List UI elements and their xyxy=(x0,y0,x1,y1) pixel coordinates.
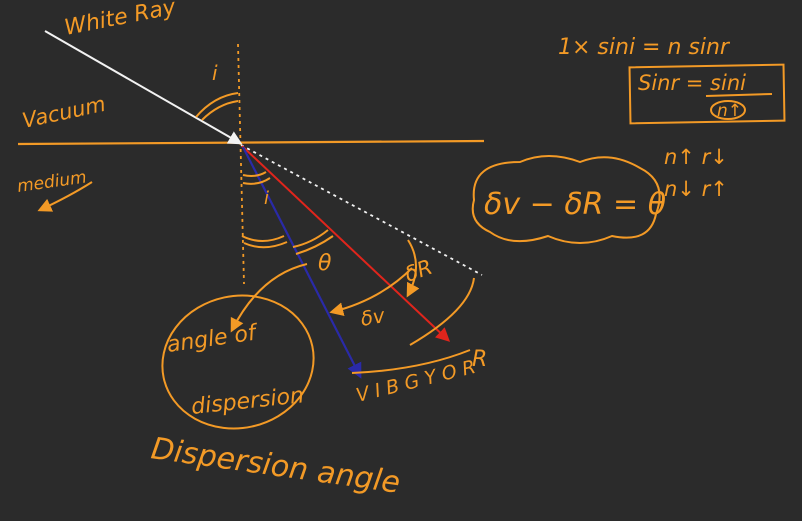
snell-equation: 1× sini = n sinr xyxy=(558,35,731,60)
angle-i-arc-top xyxy=(195,92,239,118)
angle-r-arc-large xyxy=(241,235,285,242)
trend-line-1: n↑ r↓ xyxy=(664,145,728,169)
dispersion-bubble xyxy=(161,294,315,430)
deviation-equation: δv − δR = θ xyxy=(484,187,666,222)
boxed-denominator: n↑ xyxy=(717,101,742,121)
boxed-equation-frame xyxy=(628,63,786,125)
boxed-numerator: Sinr = sini xyxy=(638,71,746,95)
angle-r-arc-small-2 xyxy=(242,177,271,185)
theta-arc xyxy=(292,229,329,248)
theta-pointer xyxy=(230,263,308,333)
delta-r-arc xyxy=(406,239,420,298)
red-ray xyxy=(241,145,451,342)
angle-i-bottom-label: i xyxy=(264,188,269,209)
deviation-cloud xyxy=(471,155,661,244)
violet-ray xyxy=(242,146,362,379)
red-end-label: R xyxy=(472,347,487,372)
theta-arc-2 xyxy=(295,235,334,255)
delta-r-label: δR xyxy=(402,255,436,287)
spectrum-arc xyxy=(351,349,471,374)
normal-line xyxy=(237,43,245,285)
boxed-fraction-bar xyxy=(705,93,773,97)
medium-arrow xyxy=(37,181,93,212)
delta-v-arc xyxy=(409,277,475,346)
bubble-line-2: dispersion xyxy=(190,383,305,420)
angle-i-arc-top-inner xyxy=(201,100,239,121)
vacuum-label: Vacuum xyxy=(20,92,108,133)
interface-line xyxy=(17,139,485,146)
theta-label: θ xyxy=(318,251,332,276)
boxed-n-circle xyxy=(710,100,746,120)
incident-ray xyxy=(44,30,243,145)
delta-v-label: δv xyxy=(359,303,388,331)
delta-v-arc-head xyxy=(329,267,413,317)
angle-r-arc-large-2 xyxy=(243,241,288,249)
bubble-line-1: angle of xyxy=(165,320,260,358)
white-ray-label: White Ray xyxy=(62,0,178,41)
angle-i-top-label: i xyxy=(212,61,218,85)
trend-line-2: n↓ r↑ xyxy=(664,177,728,201)
medium-label: medium xyxy=(16,167,88,197)
spectrum-label: V I B G Y O R xyxy=(354,356,478,407)
angle-r-arc-small xyxy=(242,171,267,177)
undeviated-path xyxy=(240,144,483,276)
dispersion-angle-label: Dispersion angle xyxy=(149,431,402,501)
